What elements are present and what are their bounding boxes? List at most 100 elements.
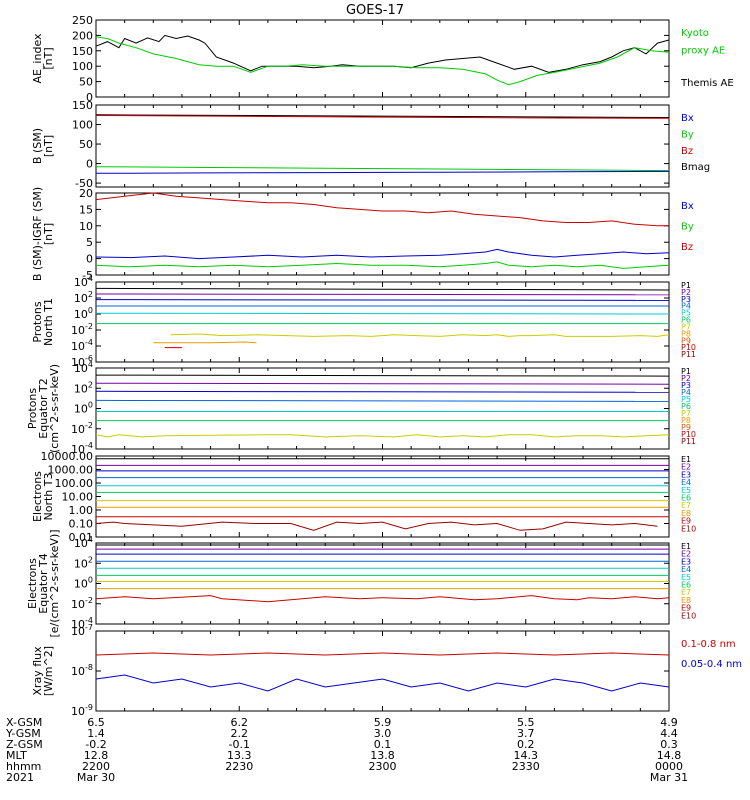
legend-entry: P4	[681, 388, 691, 397]
series-line	[95, 382, 670, 385]
y-axis-label: Xray flux	[31, 646, 44, 696]
y-axis-label: Equator T2	[37, 378, 50, 438]
panel-frame	[95, 19, 670, 98]
series-line	[95, 595, 670, 603]
legend-entry: E5	[681, 486, 691, 495]
legend-entry: P3	[681, 381, 691, 390]
footer-value: 2300	[369, 760, 397, 773]
series-line	[95, 261, 670, 269]
series-line	[95, 652, 670, 656]
series-line	[95, 115, 670, 119]
y-tick-label: 104	[74, 274, 93, 289]
legend-entry: P4	[681, 302, 691, 311]
footer-row-label: hhmm	[6, 760, 41, 773]
legend-entry: E10	[681, 611, 696, 620]
panel-frame	[95, 542, 670, 625]
footer-value: 5.9	[374, 716, 392, 729]
y-axis-label: [nT]	[42, 223, 55, 245]
series-line	[95, 390, 670, 393]
y-axis-label: [nT]	[42, 135, 55, 157]
footer-row-label: Y-GSM	[5, 727, 41, 740]
legend-entry: P1	[681, 281, 691, 290]
y-tick-label: -5	[82, 269, 93, 282]
footer-value: 13.8	[370, 749, 395, 762]
legend-entry: E2	[681, 550, 691, 559]
figure-title: GOES-17	[346, 3, 404, 18]
legend-entry: E9	[681, 517, 691, 526]
y-axis-label: [e/(cm^2-s-sr-keV)]	[48, 529, 61, 637]
footer-value: Mar 30	[77, 771, 115, 784]
footer-value: Mar 31	[650, 771, 688, 784]
y-tick-label: 10-2	[71, 421, 93, 436]
footer-value: 0.1	[374, 738, 392, 751]
y-axis-label: North T3	[42, 473, 55, 521]
y-tick-label: 0.01	[69, 531, 94, 544]
legend-entry: proxy AE	[681, 45, 725, 56]
y-tick-label: 0	[86, 91, 93, 104]
y-tick-label: 0.10	[69, 518, 94, 531]
footer-value: 4.4	[660, 727, 678, 740]
legend-entry: P2	[681, 288, 691, 297]
legend-entry: E8	[681, 509, 691, 518]
y-axis-label: Electrons	[26, 558, 39, 609]
series-line	[95, 192, 669, 227]
series-line	[95, 287, 670, 291]
legend-entry: P9	[681, 423, 691, 432]
y-tick-label: 102	[74, 555, 93, 570]
footer-value: 2230	[225, 760, 253, 773]
panel-frame	[95, 630, 670, 712]
panel-frame	[95, 192, 670, 276]
legend-entry: P7	[681, 409, 691, 418]
y-tick-label: 100	[72, 60, 93, 73]
legend-entry: E3	[681, 470, 691, 479]
legend-entry: P11	[681, 350, 696, 359]
footer-value: -0.2	[85, 738, 106, 751]
legend-entry: E8	[681, 596, 691, 605]
legend-entry: Bz	[681, 242, 693, 253]
panel-1: 0 50 100 150 200 250 AE_index[nT] Kyoto proxy AE…	[31, 14, 734, 104]
legend-entry: P10	[681, 430, 696, 439]
legend-entry: E4	[681, 565, 691, 574]
panel-frame	[95, 455, 670, 538]
y-tick-label: 104	[74, 360, 93, 375]
legend-entry: 0.1-0.8 nm	[681, 639, 736, 650]
footer-value: 12.8	[84, 749, 109, 762]
legend-entry: P5	[681, 395, 691, 404]
y-axis-label: Electrons	[31, 471, 44, 522]
legend-entry: E1	[681, 542, 691, 551]
y-tick-label: 100.00	[55, 477, 94, 490]
footer-value: 4.9	[660, 716, 678, 729]
series-line	[95, 34, 670, 73]
y-tick-label: 0	[86, 253, 93, 266]
legend-entry: Themis AE	[680, 78, 734, 89]
legend-entry: P6	[681, 316, 691, 325]
legend-entry: Bmag	[681, 162, 710, 173]
y-tick-label: 104	[74, 535, 93, 550]
y-tick-label: 100	[74, 306, 93, 321]
y-tick-label: 1000.00	[48, 464, 94, 477]
legend-entry: E10	[681, 524, 696, 533]
footer-value: 0.2	[517, 738, 535, 751]
footer-row-label: MLT	[6, 749, 27, 762]
legend-entry: Bx	[681, 201, 694, 212]
legend-entry: E9	[681, 604, 691, 613]
series-line	[95, 170, 670, 174]
footer-row-label: Z-GSM	[6, 738, 43, 751]
y-tick-label: 10-7	[71, 623, 93, 638]
y-tick-label: 1.00	[69, 504, 94, 517]
series-line	[170, 333, 670, 337]
series-line	[95, 312, 670, 315]
y-tick-label: 20	[79, 187, 93, 200]
legend-entry: P1	[681, 367, 691, 376]
footer-value: 14.8	[657, 749, 682, 762]
legend-entry: E1	[681, 455, 691, 464]
y-tick-label: 10-2	[71, 322, 93, 337]
series-line	[95, 521, 658, 531]
legend-entry: P6	[681, 402, 691, 411]
series-line	[95, 166, 670, 172]
y-tick-label: 100	[72, 119, 93, 132]
legend-entry: P9	[681, 336, 691, 345]
